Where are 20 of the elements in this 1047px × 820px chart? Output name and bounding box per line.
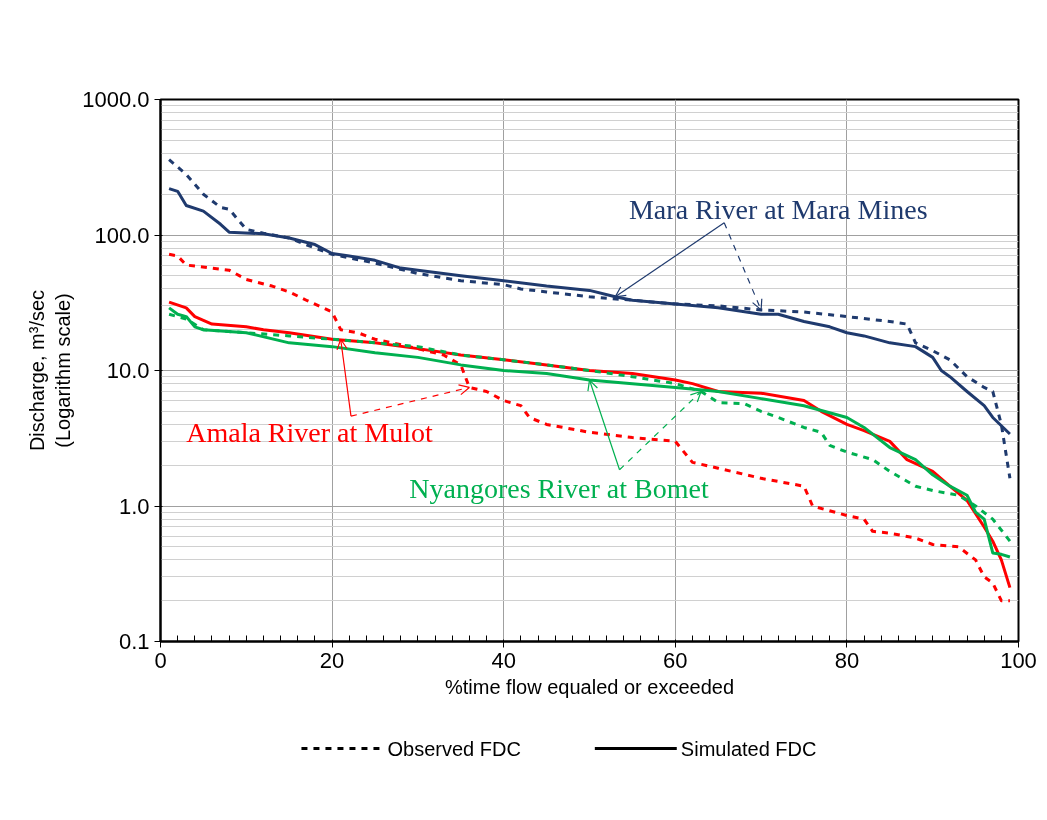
x-axis-title: %time flow equaled or exceeded	[444, 675, 735, 698]
x-tick-label: 80	[834, 647, 860, 673]
y-tick-label: 1000.0	[82, 87, 150, 112]
y-tick-label: 1.0	[118, 493, 150, 519]
y-tick-label: 0.1	[118, 629, 150, 654]
line-series	[167, 158, 1012, 480]
y-tick-label: 10.0	[106, 358, 150, 383]
annotation: Nyangores River at Bomet	[409, 473, 709, 505]
x-tick-label: 60	[663, 647, 688, 673]
text: Observed FDC	[387, 737, 521, 760]
x-tick-label: 0	[154, 647, 167, 673]
annotation: Amala River at Mulot	[186, 416, 433, 448]
x-tick-label: 100	[1000, 647, 1037, 673]
annotation: Mara River at Mara Mines	[628, 193, 928, 225]
text: Simulated FDC	[680, 737, 817, 760]
line-series	[167, 252, 1012, 603]
x-tick-label: 40	[491, 647, 516, 673]
y-axis-title: Discharge, m³/sec (Logarithm scale)	[25, 289, 75, 452]
y-tick-label: 100.0	[94, 222, 150, 248]
x-tick-label: 20	[319, 647, 345, 673]
